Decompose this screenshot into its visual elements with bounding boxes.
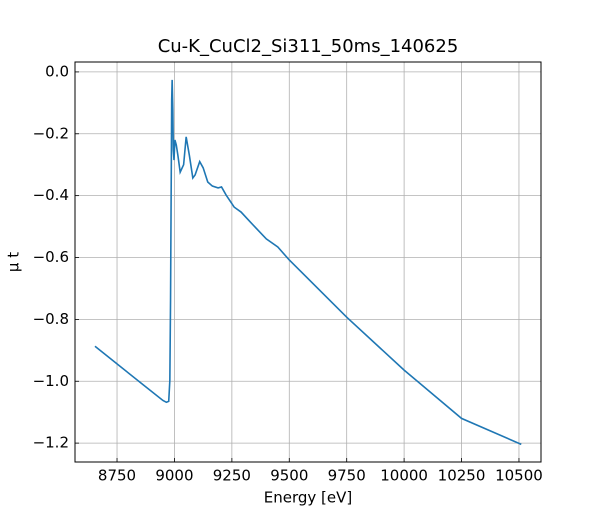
y-axis-label: μ t [5, 252, 23, 272]
data-line [94, 79, 522, 446]
x-tick-label: 10250 [438, 467, 486, 485]
x-tick-label: 9750 [328, 467, 366, 485]
y-tick-label: −1.0 [33, 372, 69, 390]
x-tick-label: 9000 [155, 467, 193, 485]
y-tick-label: −0.4 [33, 186, 69, 204]
y-tick-label: −1.2 [33, 434, 69, 452]
y-tick-label: −0.8 [33, 310, 69, 328]
y-tick-label: 0.0 [45, 62, 69, 80]
y-tick-label: −0.6 [33, 248, 69, 266]
x-tick-label: 9250 [213, 467, 251, 485]
x-tick-label: 10500 [495, 467, 543, 485]
x-axis-label: Energy [eV] [264, 489, 352, 507]
x-tick-label: 10000 [380, 467, 428, 485]
chart-title: Cu-K_CuCl2_Si311_50ms_140625 [158, 36, 459, 57]
plot-frame [74, 61, 542, 463]
y-tick-label: −0.2 [33, 124, 69, 142]
x-tick-label: 9500 [270, 467, 308, 485]
x-tick-label: 8750 [98, 467, 136, 485]
